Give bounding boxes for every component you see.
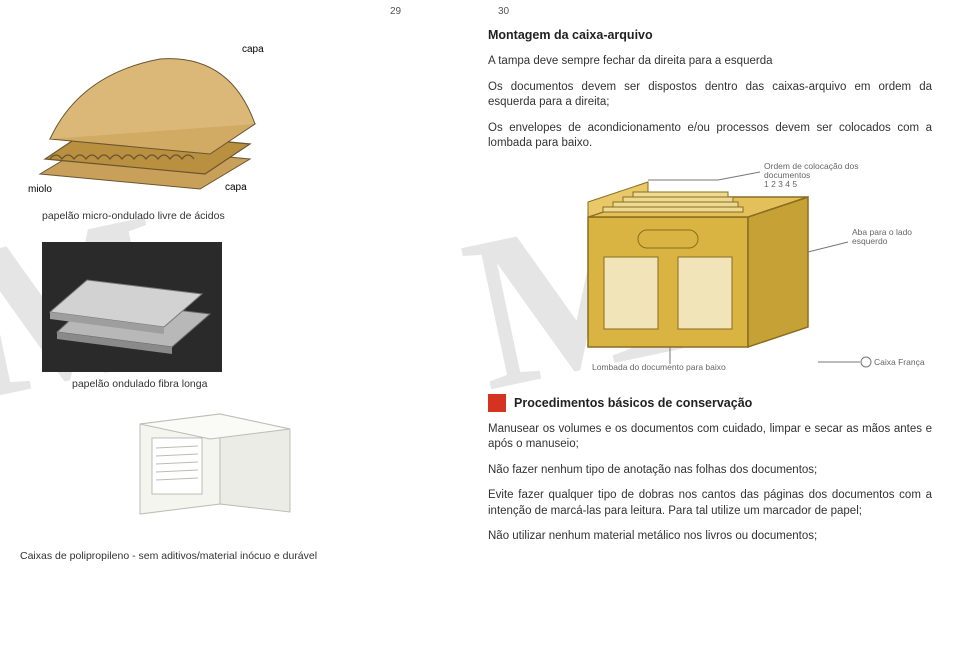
- para-6: Evite fazer qualquer tipo de dobras nos …: [488, 488, 932, 519]
- label-capa-top: capa: [242, 44, 264, 55]
- para-2: Os documentos devem ser dispostos dentro…: [488, 80, 932, 111]
- para-1: A tampa deve sempre fechar da direita pa…: [488, 54, 932, 70]
- label-capa-bottom: capa: [225, 182, 247, 193]
- para-5: Não fazer nenhum tipo de anotação nas fo…: [488, 463, 932, 479]
- title-montagem: Montagem da caixa-arquivo: [488, 28, 932, 42]
- annot-caixa-franca: Caixa França: [874, 357, 925, 367]
- title-procedimentos: Procedimentos básicos de conservação: [514, 396, 752, 410]
- caption-polipropileno: Caixas de polipropileno - sem aditivos/m…: [20, 550, 410, 562]
- annot-order-label: Ordem de colocação dos documentos 1 2 3 …: [764, 162, 864, 190]
- body-text-2: Manusear os volumes e os documentos com …: [488, 422, 932, 545]
- illustration-grey-panels: [42, 242, 222, 372]
- illustration-white-box: [130, 404, 300, 524]
- annot-side-label: Aba para o lado esquerdo: [852, 228, 932, 247]
- page-number-left: 29: [390, 6, 401, 17]
- illustration-cardboard-layers: capa miolo capa: [20, 24, 280, 204]
- right-column: Montagem da caixa-arquivo A tampa deve s…: [488, 28, 932, 555]
- label-miolo: miolo: [28, 184, 52, 195]
- para-4: Manusear os volumes e os documentos com …: [488, 422, 932, 453]
- para-3: Os envelopes de acondicionamento e/ou pr…: [488, 121, 932, 152]
- page-number-right: 30: [498, 6, 509, 17]
- left-column: capa miolo capa papelão micro-ondulado l…: [20, 24, 410, 562]
- annot-order-nums: 1 2 3 4 5: [764, 179, 797, 189]
- body-text-1: A tampa deve sempre fechar da direita pa…: [488, 54, 932, 152]
- caption-cardboard: papelão micro-ondulado livre de ácidos: [42, 210, 410, 222]
- illustration-yellow-box: Ordem de colocação dos documentos 1 2 3 …: [488, 162, 928, 382]
- red-title-row: Procedimentos básicos de conservação: [488, 394, 932, 412]
- red-square-icon: [488, 394, 506, 412]
- annot-order-label-text: Ordem de colocação dos documentos: [764, 161, 859, 180]
- caption-fibra-longa: papelão ondulado fibra longa: [72, 378, 410, 390]
- annot-bottom-label: Lombada do documento para baixo: [592, 362, 726, 372]
- para-7: Não utilizar nenhum material metálico no…: [488, 529, 932, 545]
